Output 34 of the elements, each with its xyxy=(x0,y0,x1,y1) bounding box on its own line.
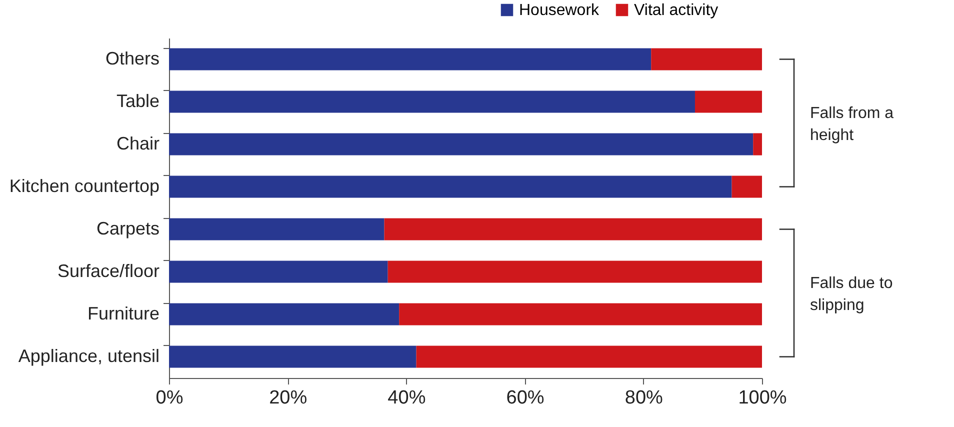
y-tick-label: Surface/floor xyxy=(57,260,160,281)
bar xyxy=(399,303,762,326)
bar xyxy=(651,48,762,70)
y-tick-label: Appliance, utensil xyxy=(18,346,160,366)
legend-label: Vital activity xyxy=(634,2,718,19)
bar xyxy=(169,260,388,283)
bar xyxy=(169,90,695,113)
y-tick-label: Others xyxy=(105,48,160,68)
bar xyxy=(169,176,732,198)
bar xyxy=(694,90,762,113)
text: Falls due to slipping xyxy=(810,274,893,314)
bar xyxy=(169,218,384,240)
bar xyxy=(169,133,754,156)
bar xyxy=(416,346,762,368)
x-tick-label: 80% xyxy=(624,388,664,408)
bar xyxy=(169,48,652,70)
bar xyxy=(169,346,416,368)
y-tick-label: Table xyxy=(116,90,160,111)
x-tick-label: 40% xyxy=(388,388,426,408)
legend-label: Housework xyxy=(519,2,600,19)
x-tick-label: 20% xyxy=(269,388,308,408)
y-tick-label: Kitchen countertop xyxy=(9,176,160,196)
bar xyxy=(388,260,762,283)
x-tick-label: 0% xyxy=(156,388,184,408)
x-tick-label: 100% xyxy=(738,388,787,408)
y-tick-label: Furniture xyxy=(87,303,160,324)
text: Falls from a height xyxy=(810,104,894,144)
y-tick-label: Chair xyxy=(116,133,160,154)
bar xyxy=(732,176,762,198)
bar xyxy=(384,218,762,240)
bar xyxy=(169,303,400,326)
bar xyxy=(753,133,762,156)
x-tick-label: 60% xyxy=(506,388,544,408)
y-tick-label: Carpets xyxy=(96,218,160,238)
